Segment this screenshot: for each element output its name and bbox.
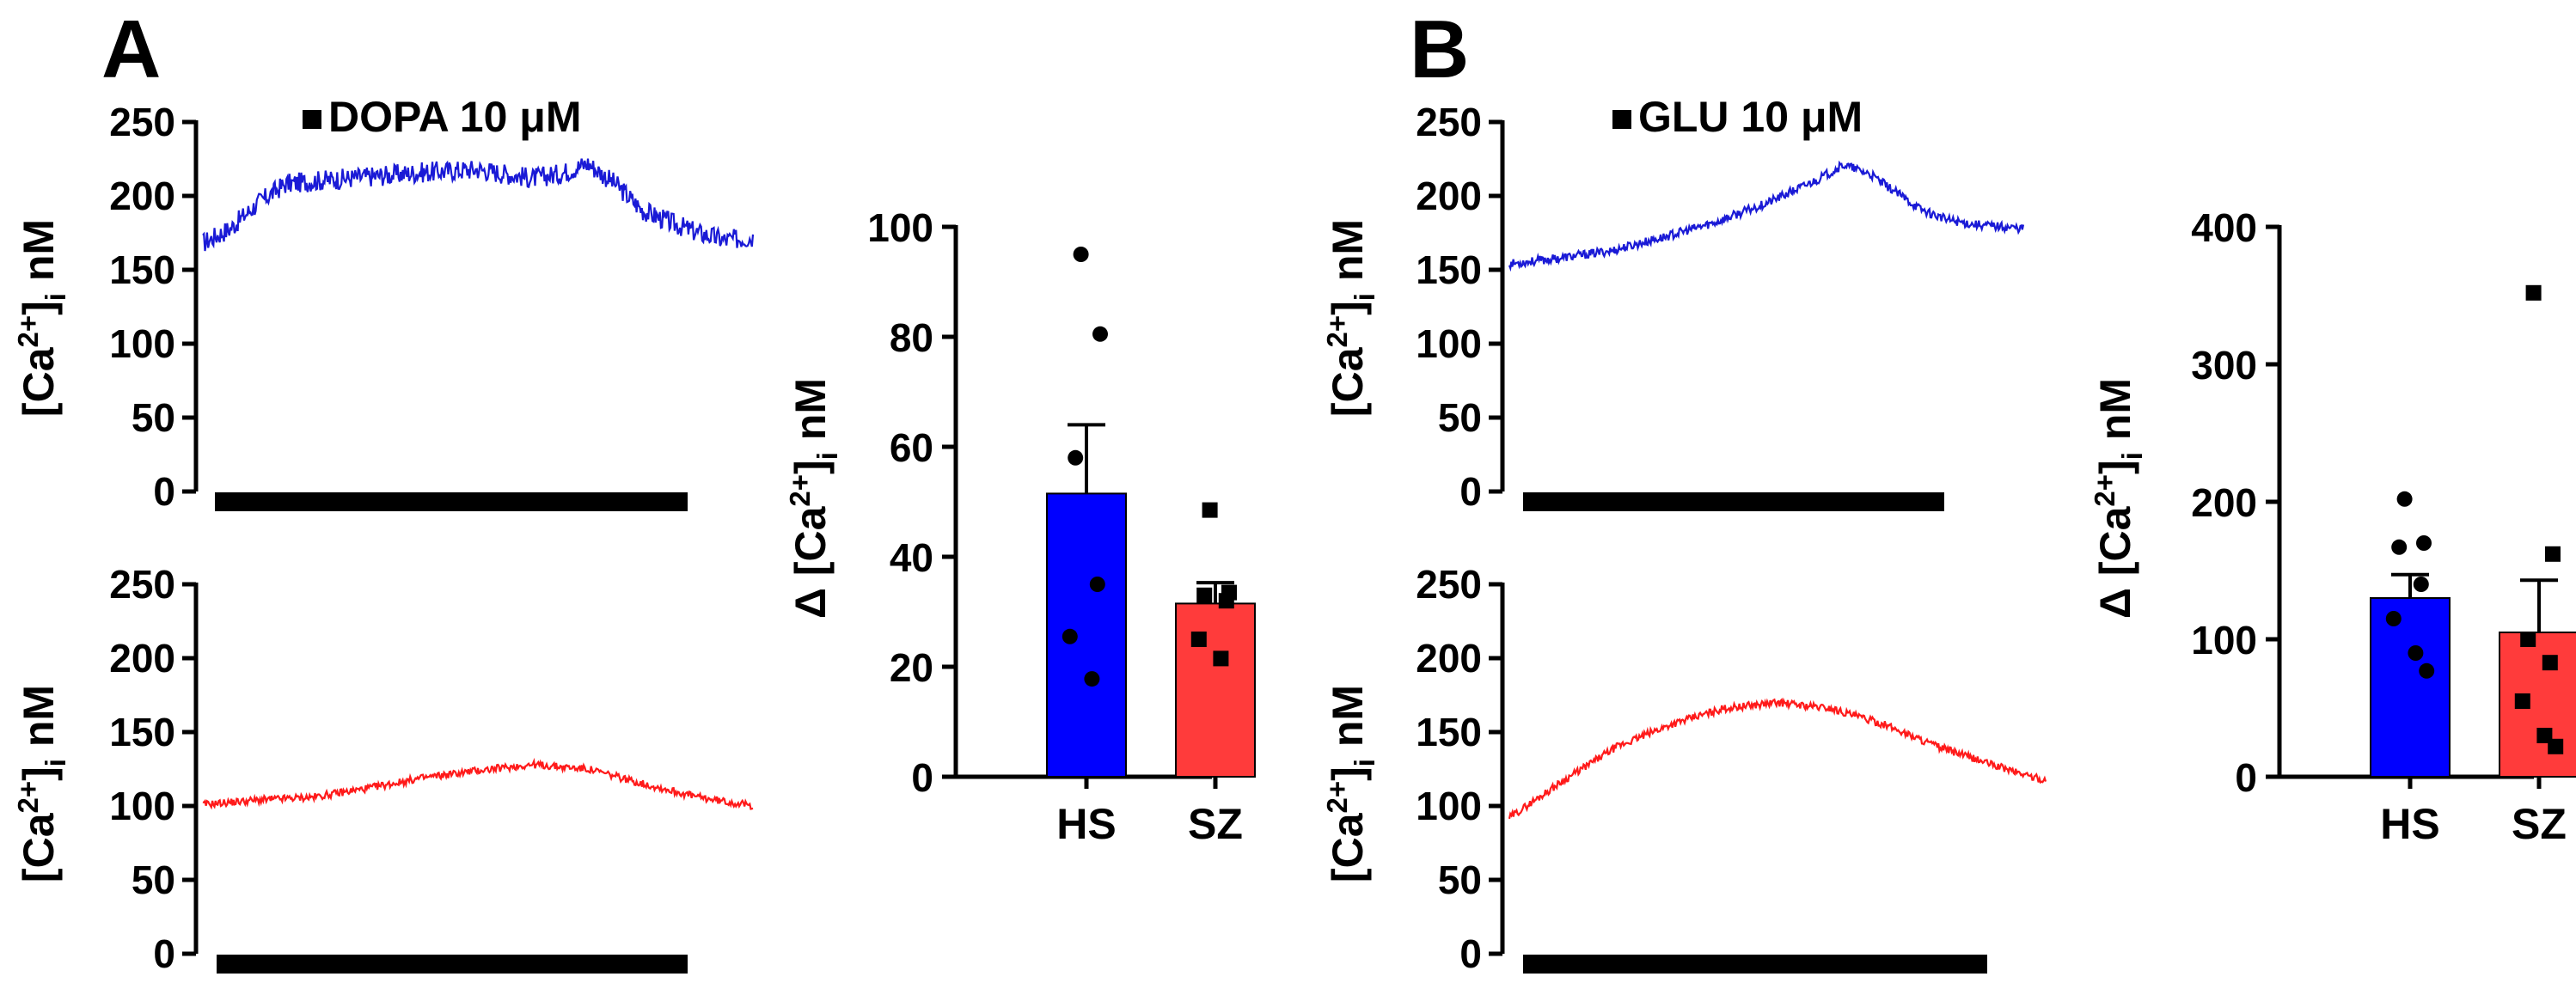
data-point: [1092, 326, 1108, 342]
y-tick-label: 300: [2191, 343, 2257, 388]
svg-text:[Ca2+]i nM: [Ca2+]i nM: [12, 219, 71, 417]
y-axis-label: [Ca2+]i nM: [1321, 685, 1380, 882]
data-point: [1084, 671, 1100, 687]
y-tick-label: 150: [1416, 247, 1482, 292]
y-tick-label: 150: [1416, 710, 1482, 754]
stimulus-legend: GLU 10 μM: [1612, 93, 1863, 141]
y-tick-label: 100: [2191, 618, 2257, 662]
y-tick-label: 0: [1459, 469, 1482, 514]
y-axis-label: [Ca2+]i nM: [1321, 219, 1380, 417]
data-point: [2408, 645, 2424, 661]
y-tick-label: 0: [153, 931, 175, 976]
stimulus-legend: DOPA 10 μM: [303, 93, 582, 141]
y-tick-label: 100: [109, 784, 175, 828]
data-point: [2419, 662, 2435, 679]
data-point: [2520, 632, 2536, 647]
stimulus-bar: [217, 955, 688, 974]
data-point: [1089, 577, 1105, 592]
svg-text:Δ [Ca2+]i nM: Δ [Ca2+]i nM: [784, 378, 843, 619]
y-tick-label: 50: [132, 395, 175, 440]
y-axis-label: [Ca2+]i nM: [12, 219, 71, 417]
data-point: [1062, 628, 1078, 644]
y-tick-label: 40: [890, 535, 933, 580]
y-tick-label: 200: [109, 636, 175, 681]
bar-HS: [1046, 492, 1127, 778]
svg-text:[Ca2+]i nM: [Ca2+]i nM: [1321, 219, 1380, 417]
x-tick-label-SZ: SZ: [2512, 800, 2567, 848]
y-tick-label: 200: [1416, 174, 1482, 218]
data-point: [2416, 535, 2432, 551]
data-point: [1068, 449, 1084, 466]
x-tick-label-HS: HS: [2380, 800, 2439, 848]
data-point: [2385, 611, 2402, 626]
y-tick-label: 0: [153, 469, 175, 514]
y-tick-label: 20: [890, 645, 933, 690]
panel-letter-b: B: [1410, 3, 1469, 95]
y-tick-label: 100: [1416, 784, 1482, 828]
data-point: [2548, 738, 2564, 754]
data-point: [1073, 247, 1089, 262]
bar-HS: [2370, 597, 2451, 778]
y-tick-label: 400: [2191, 205, 2257, 250]
y-tick-label: 50: [132, 858, 175, 902]
y-tick-label: 0: [2235, 755, 2257, 800]
svg-text:Δ [Ca2+]i nM: Δ [Ca2+]i nM: [2089, 378, 2148, 619]
data-point: [1196, 587, 1213, 603]
data-point: [2525, 284, 2542, 301]
y-tick-label: 200: [1416, 636, 1482, 681]
y-axis-label: [Ca2+]i nM: [12, 685, 71, 882]
trace-line-SZ: [202, 757, 754, 810]
y-tick-label: 200: [2191, 480, 2257, 525]
y-tick-label: 60: [890, 425, 933, 470]
y-tick-label: 250: [1416, 100, 1482, 144]
trace-line-HS: [1508, 160, 2025, 272]
bar-SZ: [2499, 632, 2576, 778]
y-tick-label: 250: [109, 100, 175, 144]
data-point: [1202, 502, 1218, 518]
panel-letter-a: A: [101, 3, 161, 95]
x-tick-label-SZ: SZ: [1188, 800, 1243, 848]
y-tick-label: 50: [1438, 395, 1482, 440]
y-tick-label: 100: [1416, 321, 1482, 366]
y-tick-label: 100: [867, 205, 933, 250]
y-tick-label: 250: [109, 562, 175, 607]
stimulus-label: DOPA 10 μM: [328, 93, 582, 141]
legend-square: [1612, 110, 1631, 129]
y-tick-label: 50: [1438, 858, 1482, 902]
stimulus-bar: [1523, 492, 1944, 511]
data-point: [2396, 491, 2413, 507]
data-point: [2514, 693, 2530, 709]
data-point: [2413, 577, 2429, 592]
data-point: [2391, 539, 2408, 555]
data-point: [1218, 593, 1234, 609]
y-tick-label: 0: [1459, 931, 1482, 976]
y-tick-label: 80: [890, 315, 933, 360]
legend-square: [303, 110, 321, 129]
x-tick-label-HS: HS: [1056, 800, 1116, 848]
svg-text:[Ca2+]i nM: [Ca2+]i nM: [12, 685, 71, 882]
y-tick-label: 0: [911, 755, 933, 800]
data-point: [1213, 650, 1229, 667]
y-tick-label: 150: [109, 247, 175, 292]
trace-line-HS: [202, 158, 755, 252]
data-point: [1190, 632, 1207, 647]
trace-line-SZ: [1508, 697, 2047, 820]
data-point: [2545, 546, 2561, 562]
stimulus-label: GLU 10 μM: [1638, 93, 1863, 141]
stimulus-bar: [1523, 955, 1987, 974]
data-point: [2542, 655, 2558, 671]
y-tick-label: 250: [1416, 562, 1482, 607]
y-tick-label: 100: [109, 321, 175, 366]
y-tick-label: 150: [109, 710, 175, 754]
y-axis-label: Δ [Ca2+]i nM: [784, 378, 843, 619]
stimulus-bar: [215, 492, 688, 511]
bar-SZ: [1175, 602, 1256, 778]
svg-text:[Ca2+]i nM: [Ca2+]i nM: [1321, 685, 1380, 882]
y-axis-label: Δ [Ca2+]i nM: [2089, 378, 2148, 619]
y-tick-label: 200: [109, 174, 175, 218]
